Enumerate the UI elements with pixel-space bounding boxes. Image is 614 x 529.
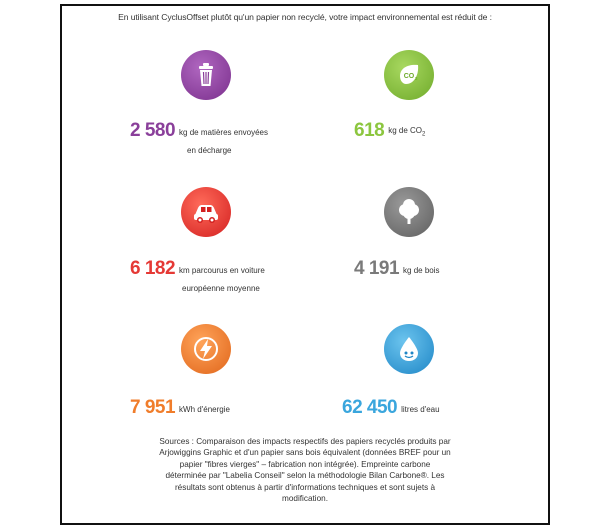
lightning-icon — [181, 324, 231, 374]
trash-bin-icon — [181, 50, 231, 100]
stat-landfill-number: 2 580 — [130, 120, 176, 141]
stat-water-unit: litres d'eau — [401, 405, 440, 415]
stat-co2-unit: kg de CO2 — [388, 125, 426, 138]
co2-leaf-icon: CO 2 — [384, 50, 434, 100]
water-drop-icon — [384, 324, 434, 374]
sources-line: déterminée par "Labelia Conseil" selon l… — [165, 471, 445, 481]
stat-landfill-unit: kg de matières envoyées — [179, 128, 268, 138]
stat-water: 62 450 litres d'eau — [342, 398, 440, 417]
stat-energy: 7 951 kWh d'énergie — [130, 398, 230, 417]
sources-line: Arjowiggins Graphic et d'un papier sans … — [159, 448, 451, 458]
svg-text:CO: CO — [404, 73, 415, 80]
stat-water-number: 62 450 — [342, 397, 398, 418]
impact-panel: En utilisant CyclusOffset plutôt qu'un p… — [60, 4, 550, 525]
sources-line: Sources : Comparaison des impacts respec… — [159, 437, 451, 446]
stat-wood-number: 4 191 — [354, 258, 400, 279]
stat-car: 6 182 km parcourus en voiture — [130, 259, 265, 278]
stat-car-unit: km parcourus en voiture — [179, 266, 265, 276]
stat-energy-unit: kWh d'énergie — [179, 405, 230, 415]
intro-text: En utilisant CyclusOffset plutôt qu'un p… — [118, 12, 492, 22]
sources-line: papier "fibres vierges" – fabrication no… — [179, 459, 431, 469]
stat-car-number: 6 182 — [130, 258, 176, 279]
stat-wood-unit: kg de bois — [403, 266, 440, 276]
stat-landfill: 2 580 kg de matières envoyées — [130, 121, 268, 140]
svg-text:2: 2 — [415, 76, 418, 81]
stat-car-unit-line2: européenne moyenne — [182, 284, 260, 293]
tree-icon — [384, 187, 434, 237]
stat-landfill-unit-line2: en décharge — [187, 146, 232, 155]
sources-line: modification. — [282, 494, 328, 504]
sources-line: résultats sont obtenus à partir d'inform… — [174, 482, 436, 492]
stat-co2-unit-text: kg de CO — [388, 125, 422, 135]
stat-co2: 618 kg de CO2 — [354, 121, 425, 140]
car-icon — [181, 187, 231, 237]
stat-co2-number: 618 — [354, 120, 385, 141]
stat-energy-number: 7 951 — [130, 397, 176, 418]
stat-wood: 4 191 kg de bois — [354, 259, 440, 278]
sources-note: Sources : Comparaison des impacts respec… — [132, 436, 478, 504]
stat-co2-unit-sub: 2 — [422, 131, 426, 138]
